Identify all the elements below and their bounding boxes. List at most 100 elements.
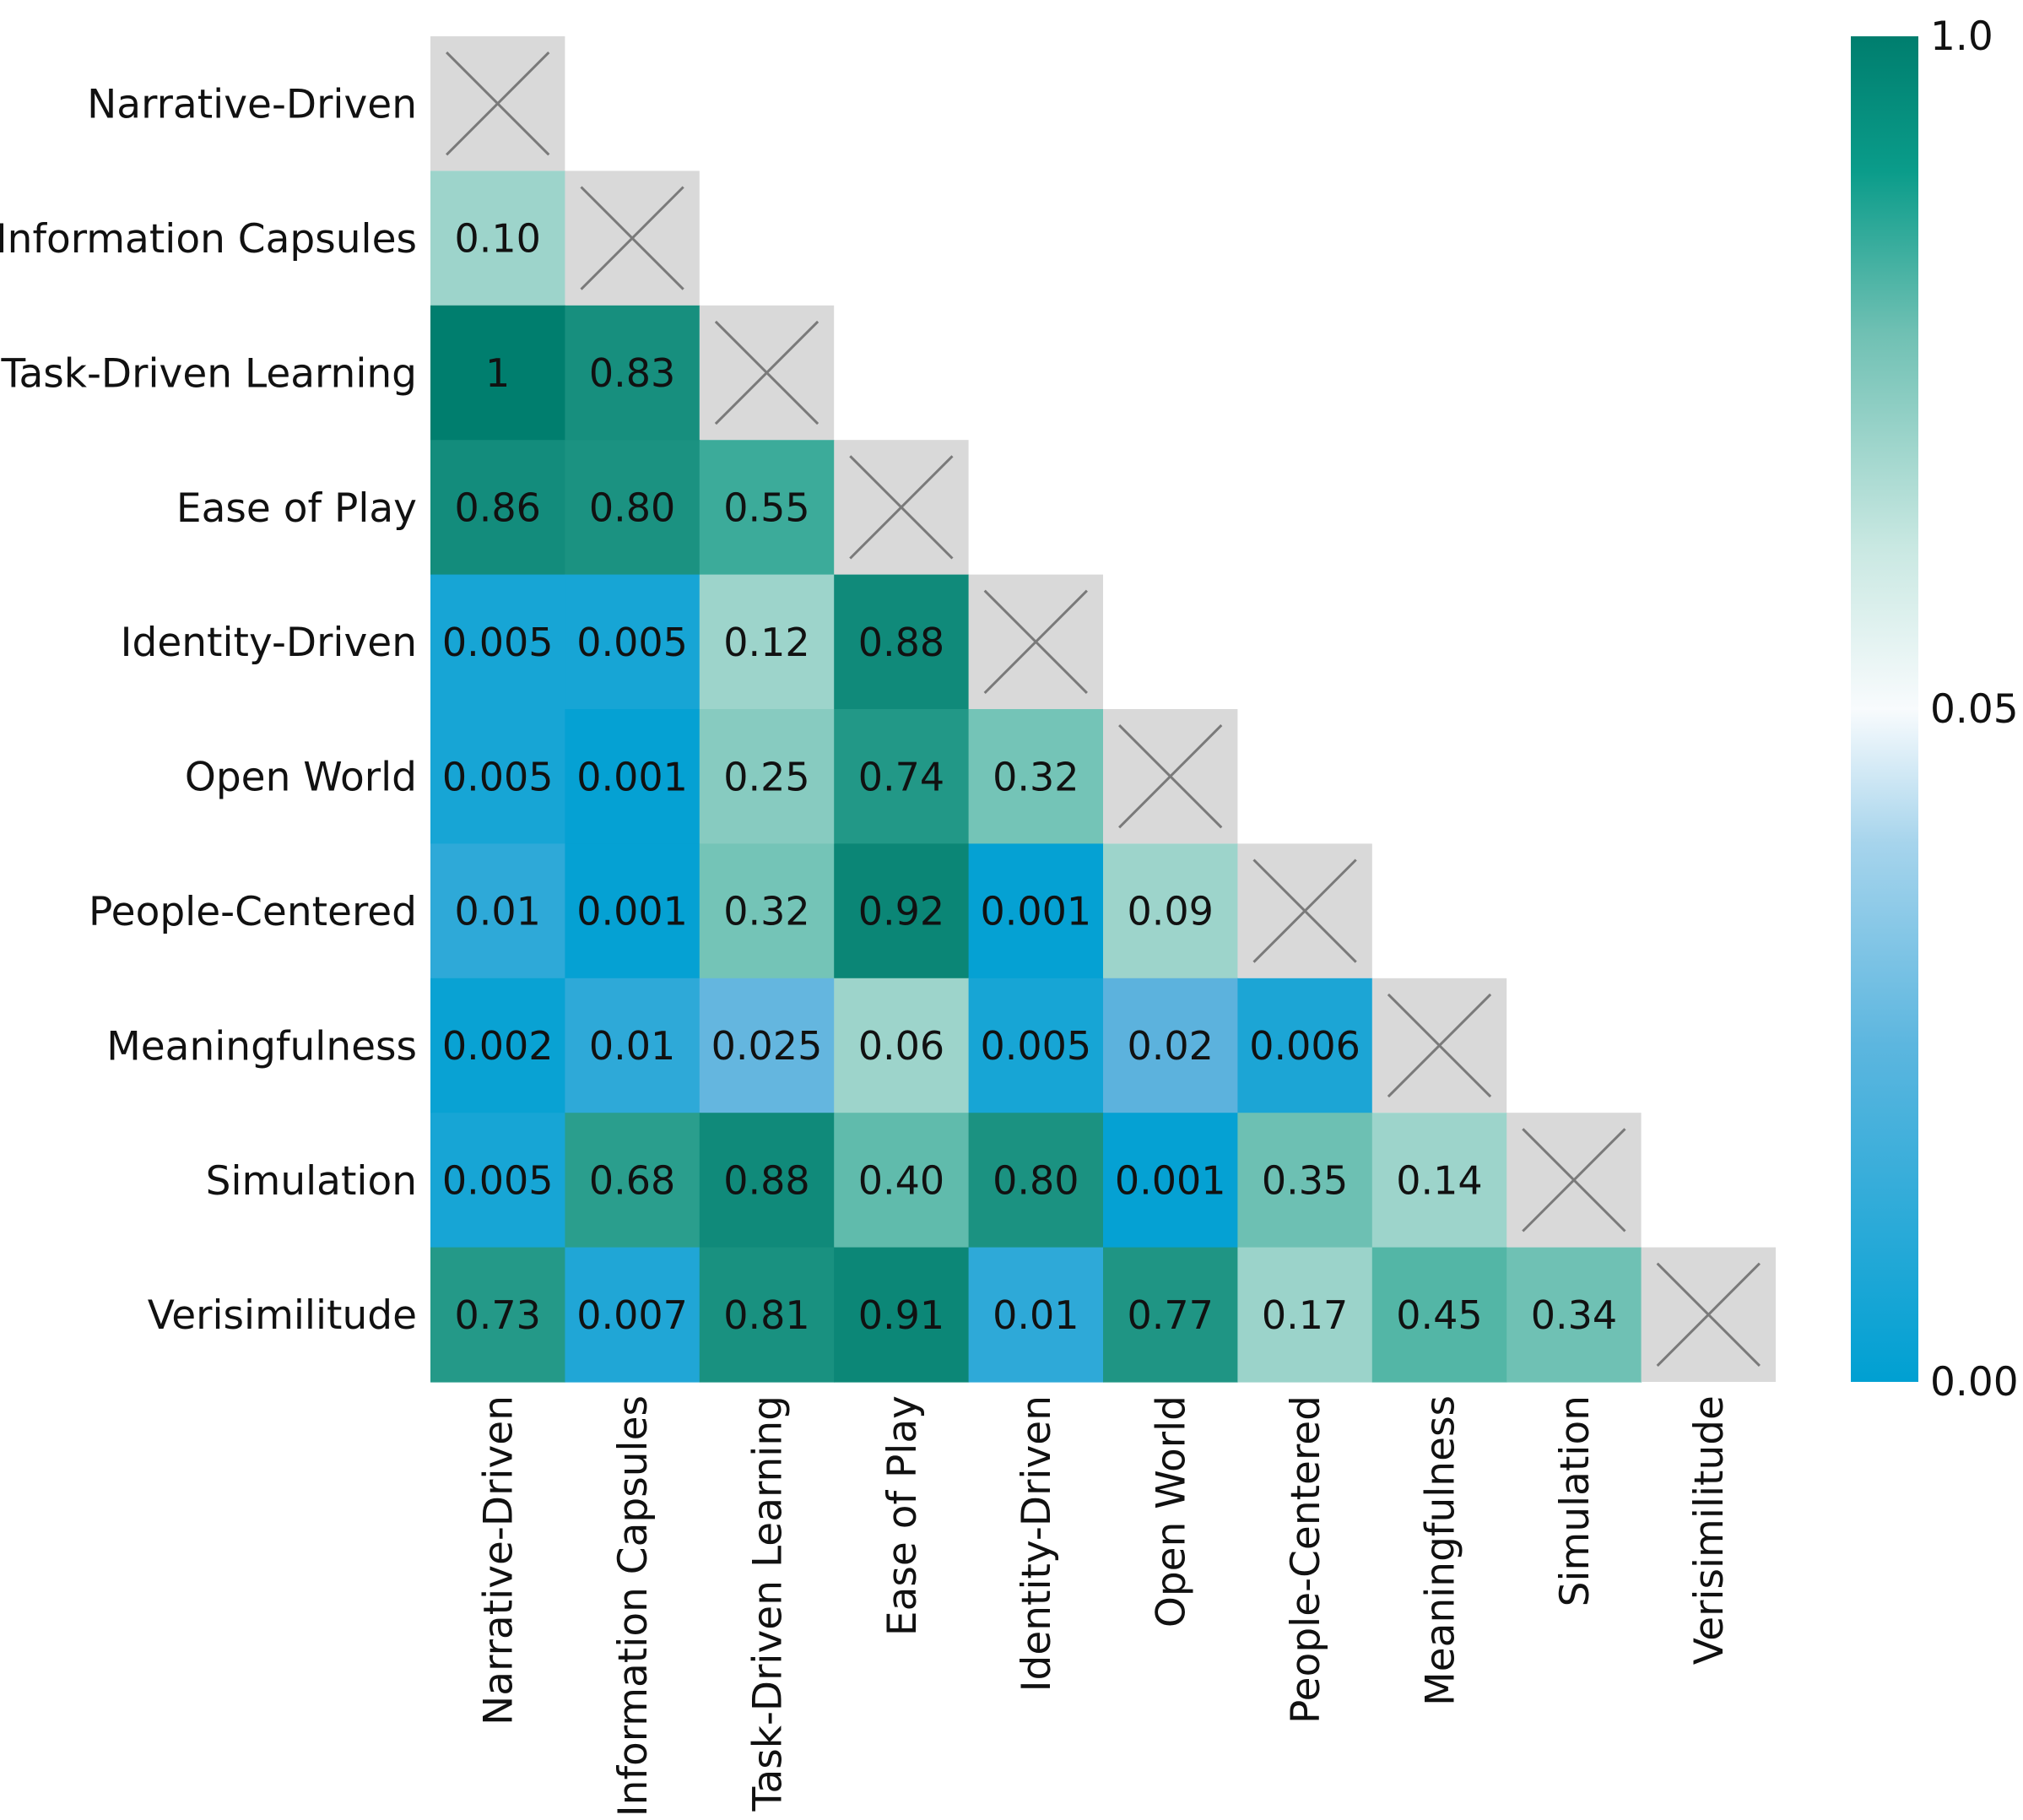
heatmap-cells: 0.10 1 0.83 0.86 0.80 0.55 0.005 0.005 0.12 0.88 0… (430, 36, 1776, 1383)
heatmap-cell (565, 305, 700, 441)
heatmap-cell (1103, 1113, 1238, 1249)
cell-value-label: 0.91 (858, 1292, 944, 1338)
cell-value-label: 0.005 (442, 620, 554, 665)
heatmap-cell (1371, 1113, 1507, 1249)
heatmap-cell (1103, 843, 1238, 979)
diagonal-x-icon (1252, 859, 1357, 963)
y-tick-label: Meaningfulness (106, 1023, 417, 1070)
y-tick-label: Open World (185, 755, 417, 801)
heatmap-cell (1371, 1247, 1507, 1383)
heatmap-cell (699, 440, 835, 576)
heatmap-cell (699, 709, 835, 844)
diagonal-x-icon (446, 51, 550, 156)
cell-value-label: 0.32 (993, 754, 1079, 799)
heatmap-cell (699, 843, 835, 979)
heatmap-cell (565, 1113, 700, 1249)
diagonal-x-icon (1118, 724, 1223, 829)
cell-value-label: 0.73 (454, 1292, 540, 1338)
colorbar-gradient (1851, 36, 1918, 1382)
cell-value-label: 0.80 (993, 1158, 1079, 1204)
heatmap-cell (1103, 978, 1238, 1113)
heatmap-cell (430, 440, 565, 576)
y-tick-label: Task-Driven Learning (1, 350, 417, 397)
cell-value-label: 0.002 (442, 1023, 554, 1069)
x-tick-label: Identity-Driven (1014, 1395, 1060, 1692)
cell-value-label: 0.10 (454, 216, 540, 262)
colorbar: 1.0 0.05 0.00 (1851, 14, 2019, 1406)
heatmap-cell (699, 1113, 835, 1249)
y-axis-labels: Narrative-Driven Information Capsules Task… (0, 82, 417, 1340)
heatmap-cell (565, 440, 700, 576)
cell-value-label: 0.09 (1127, 889, 1213, 934)
cell-value-label: 0.01 (589, 1023, 675, 1069)
cell-value-label: 0.81 (723, 1292, 809, 1338)
cell-value-label: 0.02 (1127, 1023, 1213, 1069)
cell-value-label: 0.40 (858, 1158, 944, 1204)
heatmap-cell (565, 1247, 700, 1383)
heatmap-cell (1237, 1113, 1373, 1249)
cell-value-label: 0.55 (723, 485, 809, 531)
cell-value-label: 1 (485, 350, 510, 396)
cell-value-label: 0.006 (1249, 1023, 1360, 1069)
cell-value-label: 0.88 (858, 620, 944, 665)
cell-value-label: 0.17 (1262, 1292, 1348, 1338)
y-tick-label: Ease of Play (176, 485, 417, 532)
heatmap-cell (699, 574, 835, 710)
heatmap-cell (968, 1247, 1104, 1383)
heatmap-cell (565, 978, 700, 1113)
cell-value-label: 0.35 (1262, 1158, 1348, 1204)
cell-value-label: 0.14 (1396, 1158, 1482, 1204)
diagonal-x-icon (849, 455, 954, 560)
heatmap-cell (1237, 978, 1373, 1113)
heatmap-cell (834, 978, 970, 1113)
x-tick-label: Simulation (1552, 1395, 1598, 1606)
y-tick-label: Information Capsules (0, 216, 417, 263)
heatmap-cell (968, 709, 1104, 844)
x-tick-label: Open World (1149, 1395, 1195, 1628)
y-tick-label: Identity-Driven (121, 620, 417, 666)
cell-value-label: 0.005 (442, 1158, 554, 1204)
colorbar-tick-label: 0.00 (1930, 1359, 2019, 1406)
cell-value-label: 0.001 (576, 889, 688, 934)
heatmap-cell (968, 1113, 1104, 1249)
heatmap-cell (699, 978, 835, 1113)
heatmap-cell (430, 171, 565, 306)
cell-value-label: 0.83 (589, 350, 675, 396)
heatmap-cell (968, 978, 1104, 1113)
y-tick-label: People-Centered (89, 889, 417, 935)
heatmap-cell (430, 978, 565, 1113)
cell-value-label: 0.001 (576, 754, 688, 799)
cell-value-label: 0.25 (723, 754, 809, 799)
x-tick-label: Verisimilitude (1686, 1395, 1733, 1665)
x-tick-label: Information Capsules (610, 1395, 657, 1816)
heatmap-cell (834, 1113, 970, 1249)
cell-value-label: 0.01 (993, 1292, 1079, 1338)
diagonal-x-icon (1522, 1128, 1626, 1232)
heatmap-cell (834, 843, 970, 979)
cell-value-label: 0.32 (723, 889, 809, 934)
heatmap-cell (1103, 1247, 1238, 1383)
heatmap-cell (565, 843, 700, 979)
heatmap-cell (834, 709, 970, 844)
cell-value-label: 0.005 (576, 620, 688, 665)
diagonal-x-icon (580, 186, 684, 290)
heatmap-cell (1237, 1247, 1373, 1383)
heatmap-cell (430, 709, 565, 844)
heatmap-cell (968, 843, 1104, 979)
y-tick-label: Simulation (206, 1158, 417, 1205)
cell-value-label: 0.001 (1115, 1158, 1226, 1204)
heatmap-cell (834, 574, 970, 710)
cell-value-label: 0.12 (723, 620, 809, 665)
heatmap-cell (430, 1113, 565, 1249)
cell-value-label: 0.005 (442, 754, 554, 799)
heatmap-cell (1506, 1247, 1642, 1383)
heatmap-cell (834, 1247, 970, 1383)
x-tick-label: Ease of Play (879, 1395, 926, 1636)
heatmap-cell (430, 305, 565, 441)
heatmap-cell (430, 1247, 565, 1383)
y-tick-label: Verisimilitude (148, 1292, 417, 1339)
diagonal-x-icon (983, 589, 1088, 694)
colorbar-tick-label: 0.05 (1930, 686, 2019, 733)
